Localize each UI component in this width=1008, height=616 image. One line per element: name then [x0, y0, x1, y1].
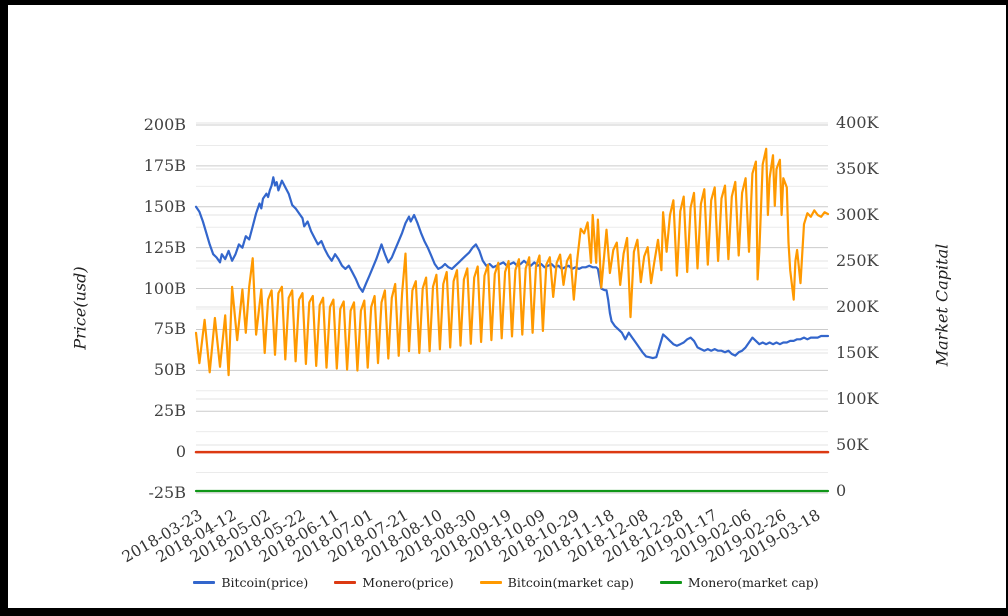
legend-line-swatch-icon: [334, 581, 357, 584]
legend-line-swatch-icon: [479, 581, 502, 584]
right-y-tick-label: 400K: [836, 113, 879, 132]
left-y-tick-label: 25B: [153, 401, 186, 421]
legend-line-swatch-icon: [659, 581, 682, 584]
legend-item-bitcoin-market-cap[interactable]: Bitcoin(market cap): [479, 575, 634, 590]
left-y-tick-label: 0: [175, 442, 186, 462]
right-y-tick-label: 300K: [836, 205, 879, 224]
left-y-tick-label: 100B: [143, 278, 186, 298]
right-y-tick-label: 200K: [836, 297, 879, 316]
left-y-tick-label: 200B: [143, 115, 186, 134]
right-y-tick-label: 50K: [836, 435, 869, 454]
left-y-tick-label: 50B: [153, 360, 186, 380]
left-y-tick-label: 175B: [143, 155, 186, 175]
right-y-tick-label: 250K: [836, 251, 879, 270]
right-y-tick-label: 0: [836, 481, 847, 500]
right-y-tick-label: 350K: [836, 159, 879, 178]
left-y-tick-label: -25B: [148, 483, 186, 502]
legend-item-bitcoin-price[interactable]: Bitcoin(price): [193, 575, 308, 590]
legend-line-swatch-icon: [193, 581, 216, 584]
left-y-tick-label: 75B: [153, 319, 186, 339]
series-line-bitcoin-market-cap: [194, 147, 830, 377]
left-y-tick-label: 150B: [143, 196, 186, 216]
legend-label: Bitcoin(price): [221, 575, 309, 590]
left-y-tick-label: 125B: [143, 237, 186, 257]
legend-item-monero-price[interactable]: Monero(price): [334, 575, 454, 590]
right-y-tick-label: 150K: [836, 343, 879, 362]
legend-label: Bitcoin(market cap): [507, 575, 634, 590]
legend: Bitcoin(price) Monero(price) Bitcoin(marke…: [126, 575, 886, 590]
legend-item-monero-market-cap[interactable]: Monero(market cap): [659, 575, 819, 590]
legend-label: Monero(price): [362, 575, 454, 590]
right-y-tick-label: 100K: [836, 389, 879, 408]
right-axis-title: Market Capital: [932, 243, 952, 367]
legend-label: Monero(market cap): [687, 575, 819, 590]
